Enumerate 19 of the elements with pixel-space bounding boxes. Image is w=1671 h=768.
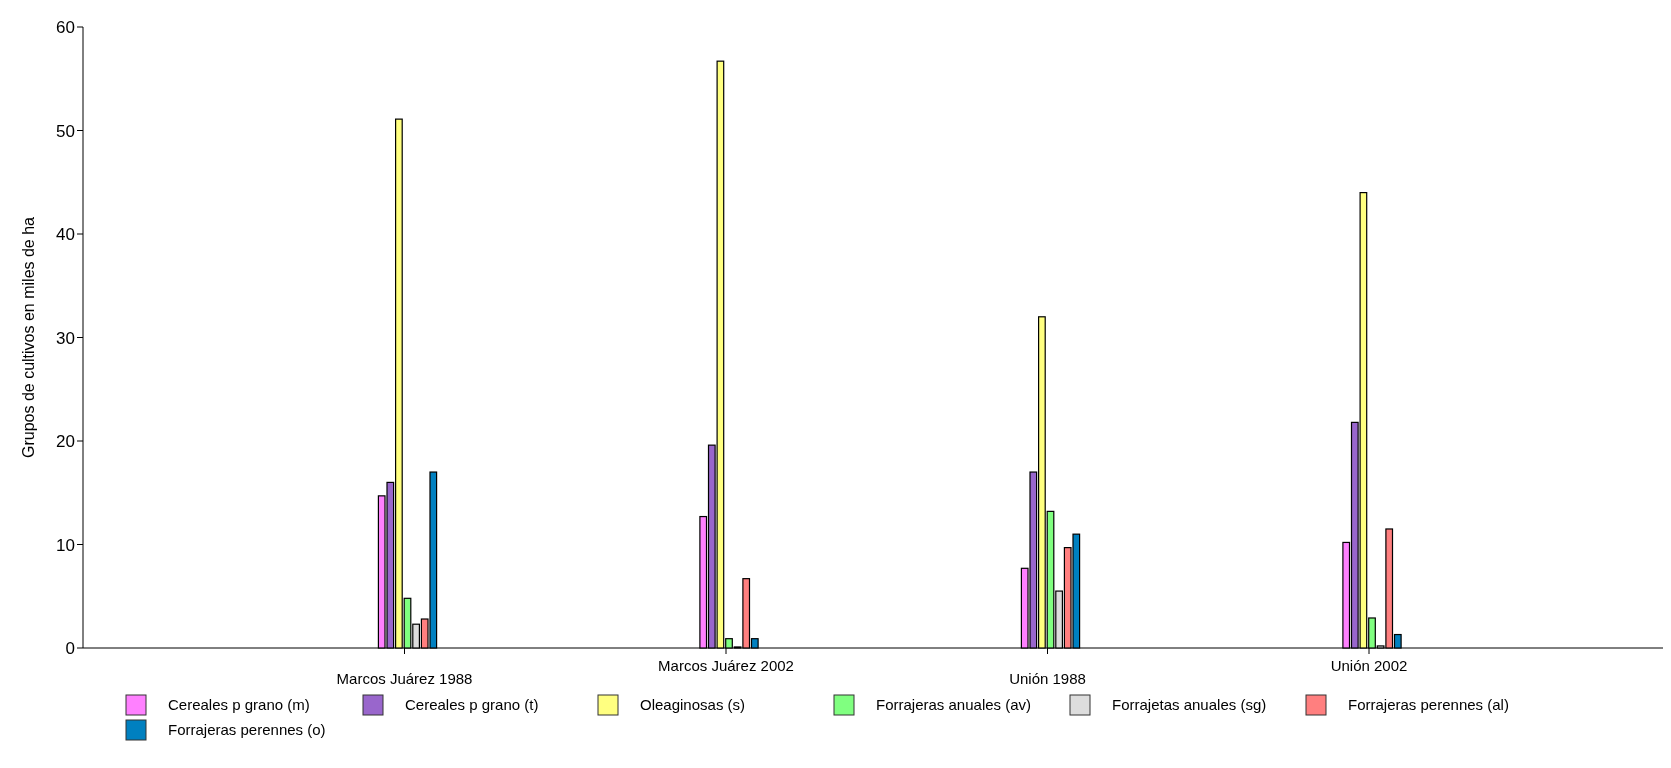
y-tick-label: 10: [56, 535, 75, 555]
y-tick-label: 50: [56, 121, 75, 141]
legend-label: Oleaginosas (s): [640, 696, 746, 713]
legend-label: Forrajetas anuales (sg): [1112, 696, 1267, 713]
x-tick-label: Marcos Juárez 2002: [658, 657, 794, 674]
legend-label: Forrajeras anuales (av): [876, 696, 1032, 713]
legend-label: Forrajeras perennes (al): [1348, 696, 1509, 713]
x-tick-label: Marcos Juárez 1988: [336, 670, 473, 687]
y-tick-label: 30: [56, 328, 75, 348]
y-tick-label: 40: [56, 225, 75, 244]
y-tick-label: 20: [56, 432, 75, 451]
x-tick-label: Unión 2002: [1330, 657, 1408, 674]
y-tick-label: 60: [56, 18, 75, 37]
y-tick-label: 0: [65, 639, 75, 658]
legend-label: Cereales p grano (t): [405, 696, 539, 713]
legend-label: Forrajeras perennes (o): [168, 721, 326, 738]
y-axis-title: Grupos de cultivos en miles de ha: [20, 216, 37, 459]
x-tick-label: Unión 1988: [1009, 670, 1086, 687]
legend-label: Cereales p grano (m): [168, 696, 310, 713]
